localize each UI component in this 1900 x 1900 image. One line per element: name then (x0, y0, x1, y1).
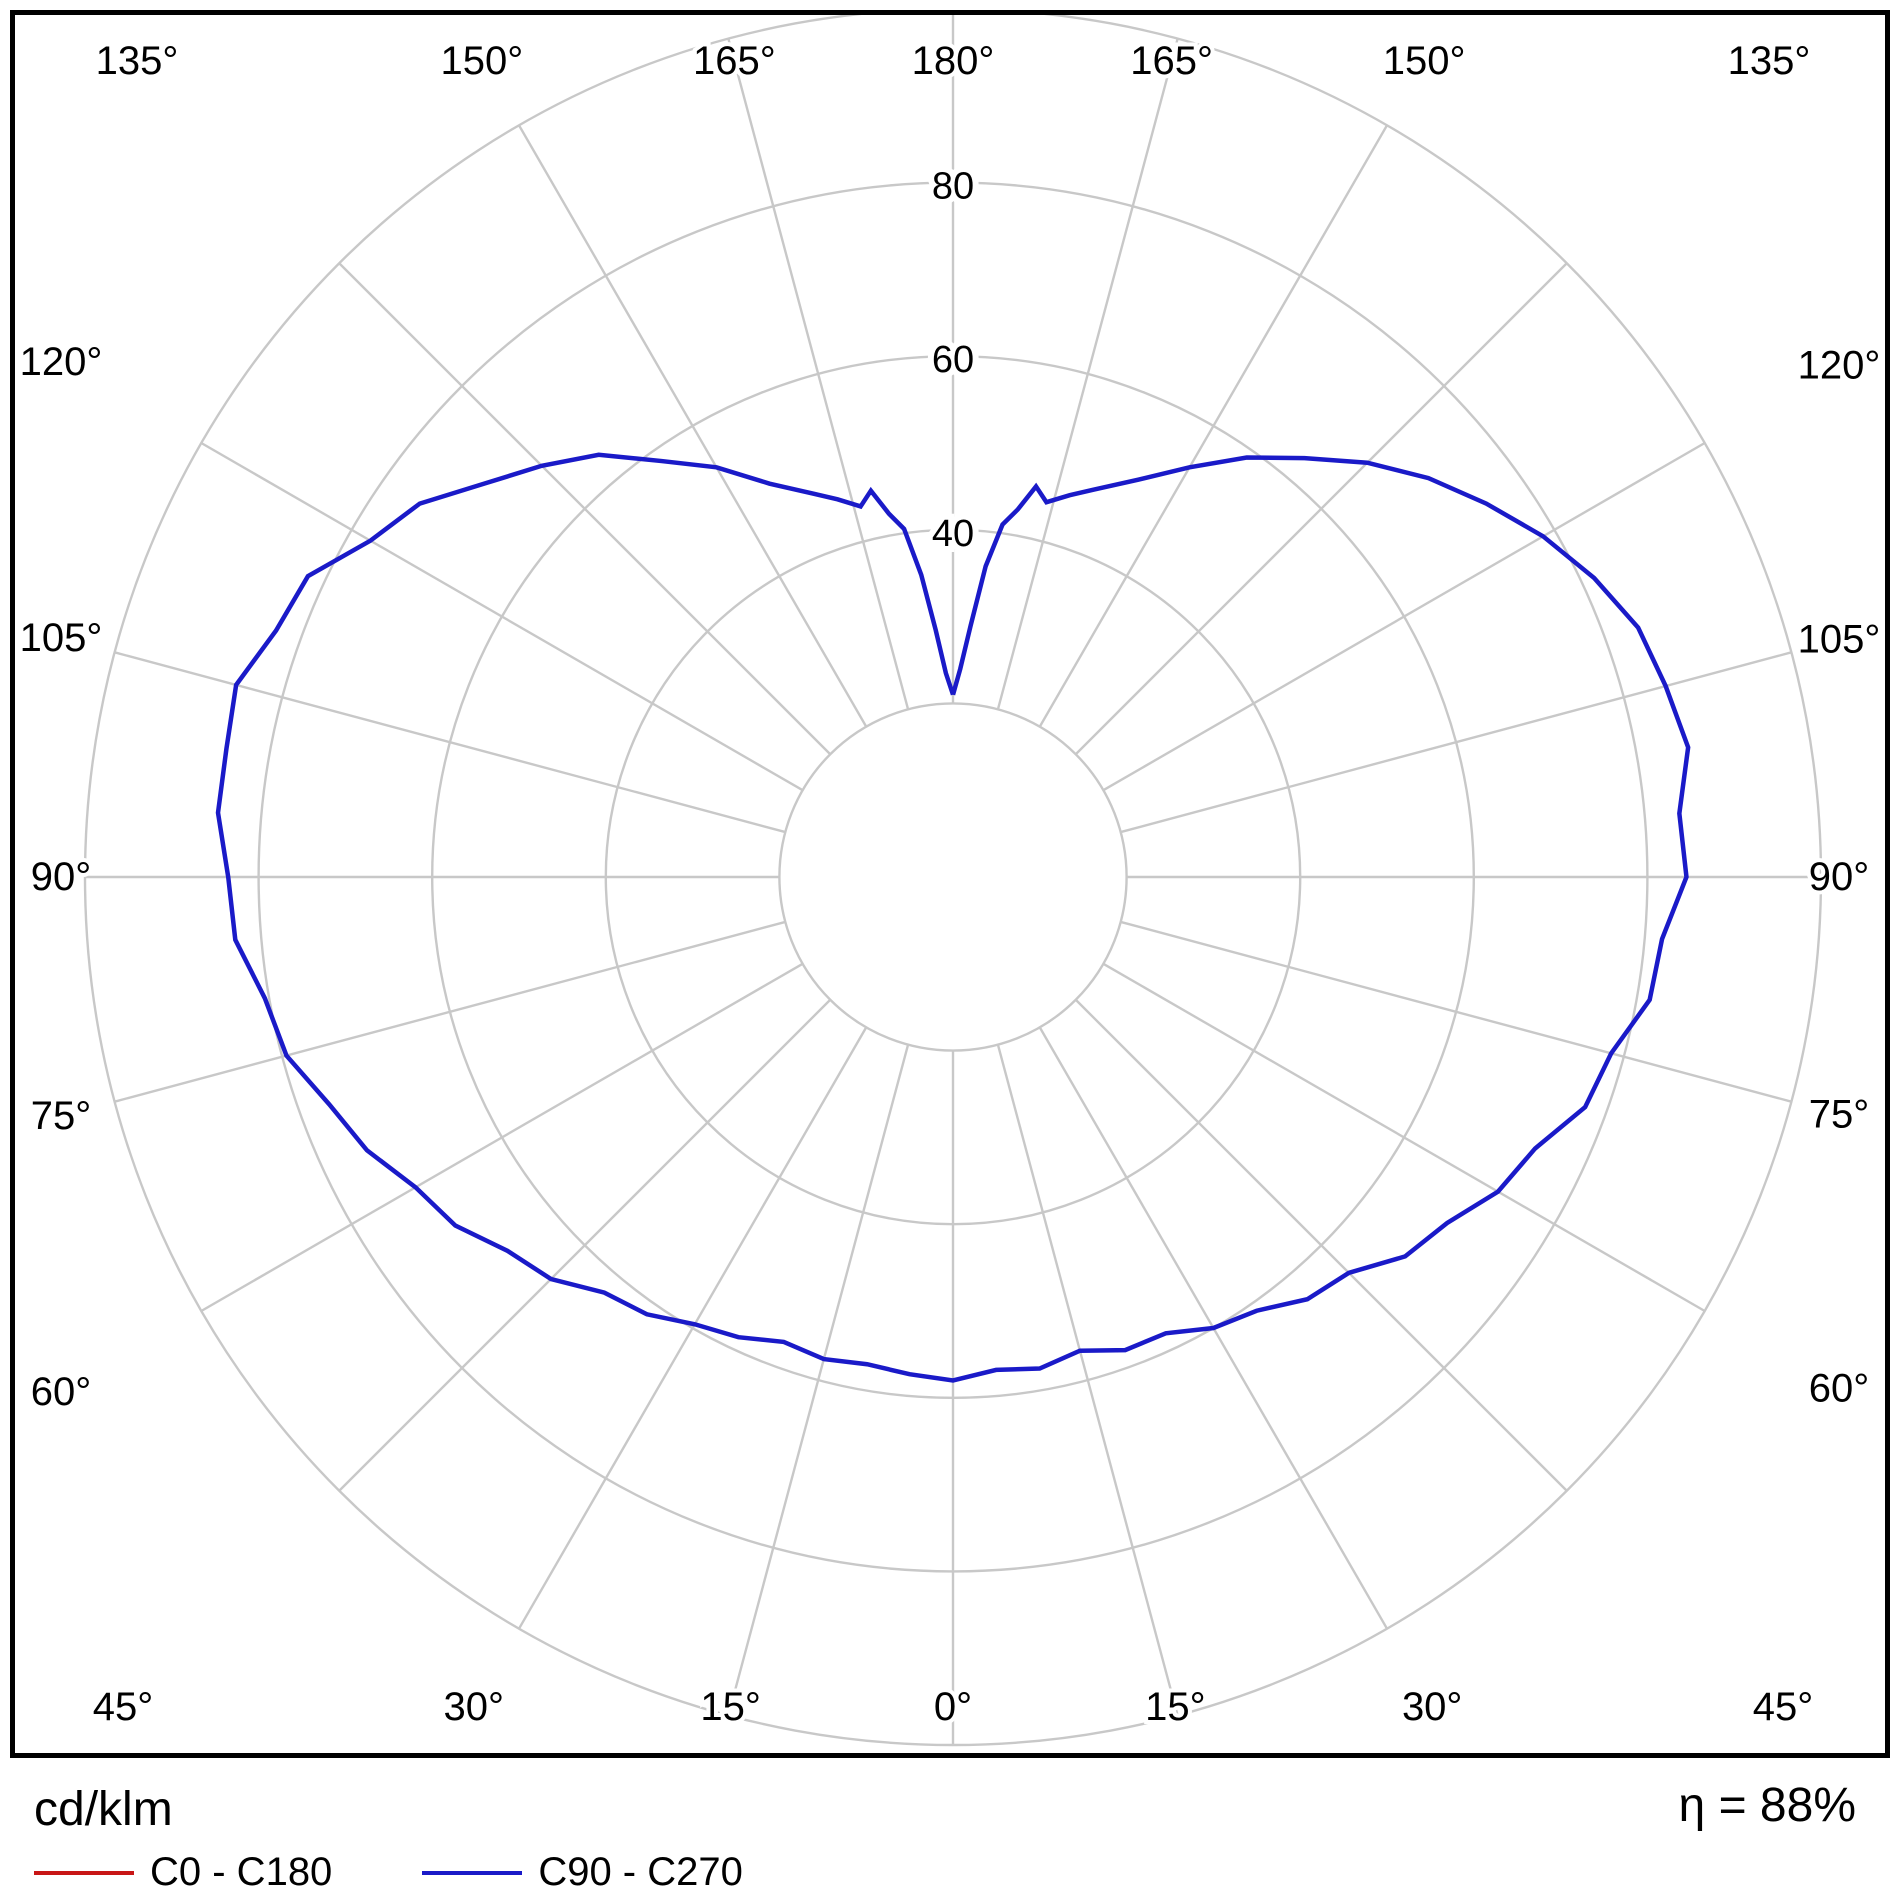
svg-text:30°: 30° (444, 1685, 505, 1729)
red-line-swatch-icon (34, 1870, 134, 1875)
efficiency-value: η = 88% (1678, 1779, 1856, 1832)
svg-text:75°: 75° (31, 1094, 92, 1138)
svg-text:150°: 150° (1383, 39, 1466, 83)
svg-text:135°: 135° (96, 39, 179, 83)
svg-text:40: 40 (932, 513, 974, 555)
svg-text:15°: 15° (700, 1685, 761, 1729)
svg-text:30°: 30° (1402, 1685, 1463, 1729)
legend: C0 - C180 C90 - C270 (34, 1850, 743, 1895)
legend-item-c0-c180: C0 - C180 (34, 1850, 332, 1895)
svg-text:45°: 45° (93, 1685, 154, 1729)
svg-text:165°: 165° (693, 39, 776, 83)
photometric-diagram-frame: 0° 15° 15° 30° 30° 45° 45° 60° 60° 75° 75° 90° 90° 10… (10, 10, 1890, 1758)
svg-text:90°: 90° (31, 855, 92, 899)
svg-text:60°: 60° (31, 1370, 92, 1414)
svg-text:165°: 165° (1130, 39, 1213, 83)
legend-label-c90-c270: C90 - C270 (538, 1850, 743, 1894)
polar-chart: 0° 15° 15° 30° 30° 45° 45° 60° 60° 75° 75° 90° 90° 10… (16, 15, 1884, 1746)
legend-item-c90-c270: C90 - C270 (422, 1850, 743, 1895)
svg-text:135°: 135° (1728, 39, 1811, 83)
svg-text:45°: 45° (1753, 1685, 1814, 1729)
svg-text:60°: 60° (1809, 1367, 1870, 1411)
units-label: cd/klm (34, 1783, 173, 1836)
blue-line-swatch-icon (422, 1870, 523, 1875)
svg-text:60: 60 (932, 339, 974, 381)
legend-label-c0-c180: C0 - C180 (150, 1850, 333, 1894)
svg-text:105°: 105° (20, 616, 103, 660)
svg-text:15°: 15° (1145, 1685, 1206, 1729)
svg-text:80: 80 (932, 166, 974, 208)
svg-text:90°: 90° (1809, 855, 1870, 899)
svg-text:0°: 0° (934, 1685, 972, 1729)
svg-text:120°: 120° (20, 340, 103, 384)
svg-text:120°: 120° (1798, 343, 1881, 387)
svg-text:105°: 105° (1798, 618, 1881, 662)
svg-text:180°: 180° (912, 39, 995, 83)
svg-text:150°: 150° (441, 39, 524, 83)
svg-text:75°: 75° (1809, 1092, 1870, 1136)
